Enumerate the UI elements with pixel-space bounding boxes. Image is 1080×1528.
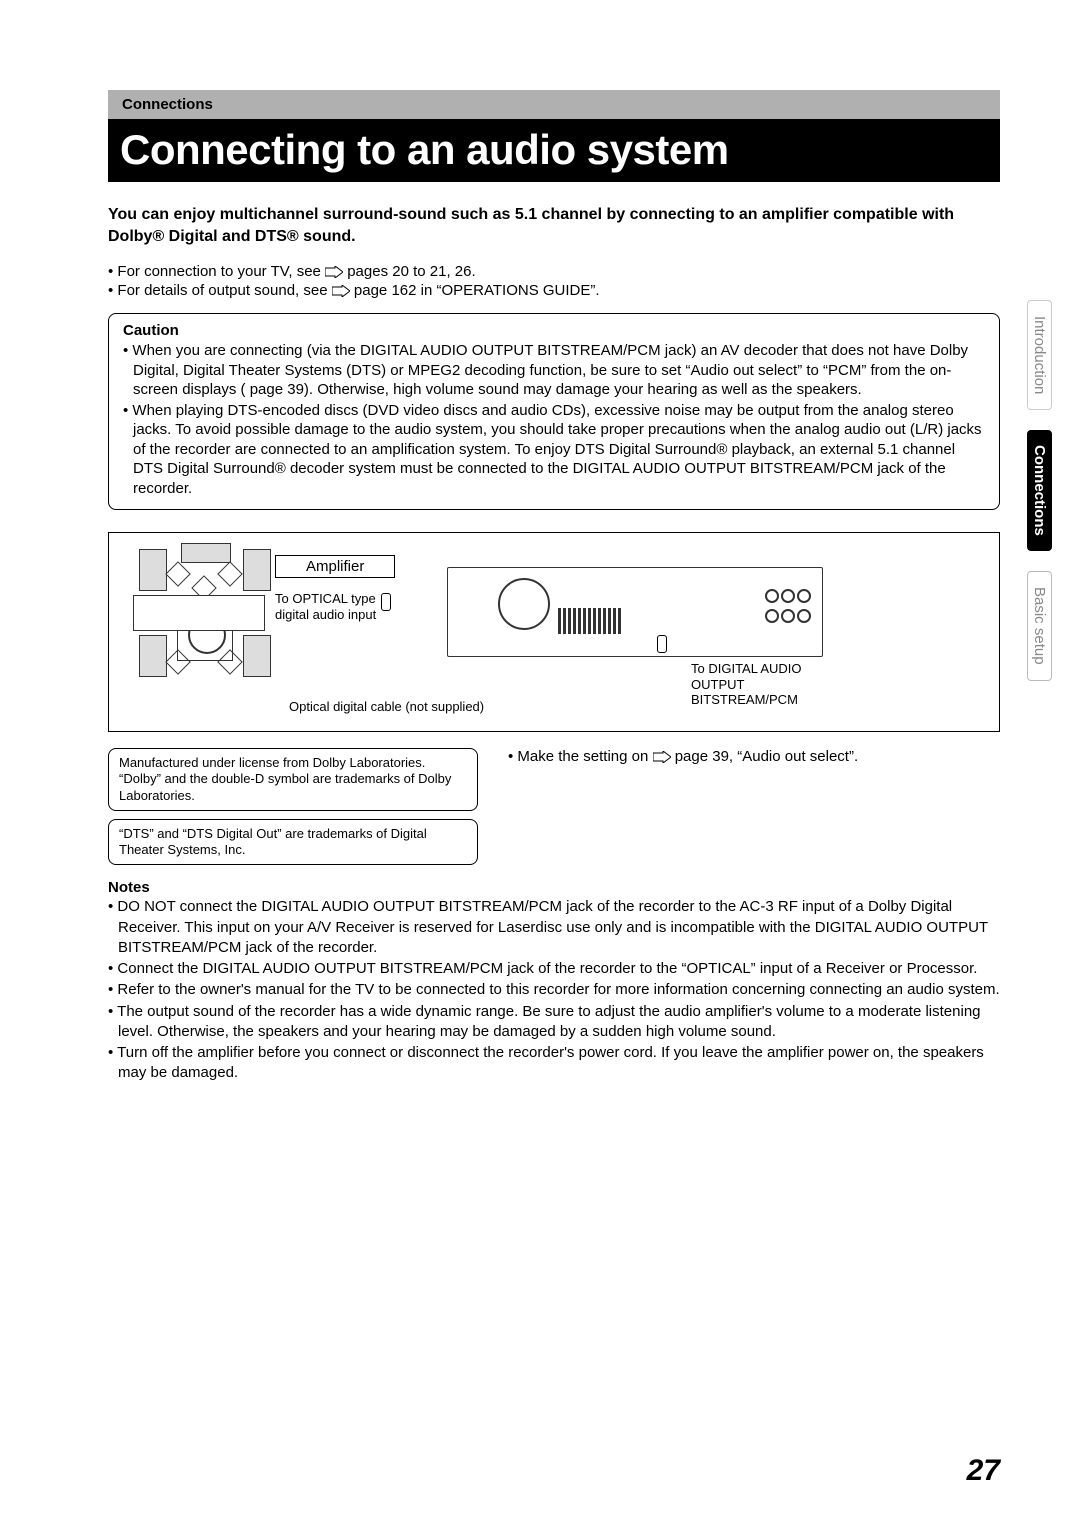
ref-tv: For connection to your TV, see pages 20 … <box>108 263 1000 280</box>
connection-diagram: Amplifier To OPTICAL type digital audio … <box>108 532 1000 732</box>
caution-box: Caution When you are connecting (via the… <box>108 313 1000 510</box>
setting-note: Make the setting on page 39, “Audio out … <box>508 748 1000 765</box>
page-title: Connecting to an audio system <box>108 122 1000 182</box>
recorder-diagram <box>447 567 823 657</box>
note-item: The output sound of the recorder has a w… <box>108 1002 1000 1043</box>
jacks-icon <box>764 588 812 628</box>
dolby-license: Manufactured under license from Dolby La… <box>108 748 478 811</box>
output-label: To DIGITAL AUDIO OUTPUT BITSTREAM/PCM <box>691 661 802 708</box>
note-item: Turn off the amplifier before you connec… <box>108 1043 1000 1084</box>
caution-item: When playing DTS-encoded discs (DVD vide… <box>123 401 985 499</box>
section-label: Connections <box>122 96 213 113</box>
speaker-icon <box>243 635 271 677</box>
side-tabs: Introduction Connections Basic setup <box>1027 300 1052 681</box>
arrow-icon <box>332 285 350 297</box>
tab-introduction[interactable]: Introduction <box>1027 300 1052 410</box>
diamond-icon <box>165 561 190 586</box>
ref-output: For details of output sound, see page 16… <box>108 282 1000 299</box>
cable-note: Optical digital cable (not supplied) <box>289 699 484 714</box>
tab-basic-setup[interactable]: Basic setup <box>1027 571 1052 681</box>
arrow-icon <box>325 266 343 278</box>
section-header: Connections <box>108 90 1000 122</box>
note-item: DO NOT connect the DIGITAL AUDIO OUTPUT … <box>108 897 1000 958</box>
optical-label: To OPTICAL type digital audio input <box>275 591 376 622</box>
dts-license: “DTS” and “DTS Digital Out” are trademar… <box>108 819 478 866</box>
intro-text: You can enjoy multichannel surround-soun… <box>108 204 1000 247</box>
notes-section: Notes DO NOT connect the DIGITAL AUDIO O… <box>108 879 1000 1083</box>
page-number: 27 <box>967 1454 1000 1488</box>
receiver-icon <box>133 595 265 631</box>
speaker-icon <box>243 549 271 591</box>
note-item: Connect the DIGITAL AUDIO OUTPUT BITSTRE… <box>108 959 1000 979</box>
note-item: Refer to the owner's manual for the TV t… <box>108 980 1000 1000</box>
reference-list: For connection to your TV, see pages 20 … <box>108 263 1000 299</box>
speaker-icon <box>139 549 167 591</box>
speaker-icon <box>181 543 231 563</box>
notes-title: Notes <box>108 879 1000 896</box>
page-title-text: Connecting to an audio system <box>120 126 729 173</box>
diamond-icon <box>217 561 242 586</box>
caution-item: When you are connecting (via the DIGITAL… <box>123 341 985 400</box>
caution-title: Caution <box>123 322 985 339</box>
speaker-icon <box>139 635 167 677</box>
tab-connections[interactable]: Connections <box>1027 430 1052 551</box>
vent-icon <box>558 608 658 638</box>
knob-icon <box>498 578 550 630</box>
amplifier-label: Amplifier <box>275 555 395 578</box>
arrow-icon <box>653 751 671 763</box>
plug-icon <box>381 593 391 611</box>
